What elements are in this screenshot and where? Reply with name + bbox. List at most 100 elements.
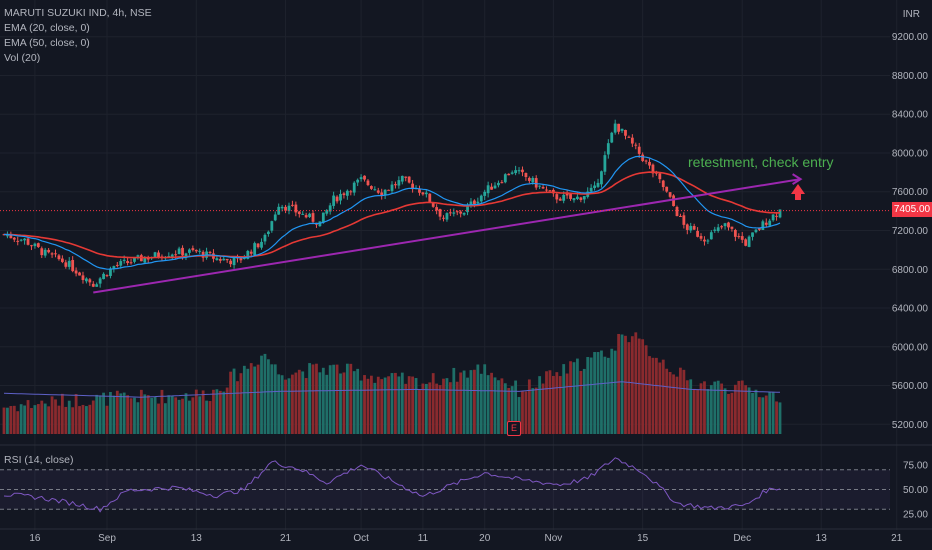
volume-bar	[727, 393, 730, 434]
time-axis[interactable]: 16 Sep 13 21 Oct 11 20 Nov 15 Dec 13 21	[29, 533, 902, 544]
rsi-axis: 75.00 50.00 25.00	[903, 460, 928, 520]
volume-bar	[287, 378, 291, 434]
volume-bar	[685, 380, 689, 434]
volume-bar	[390, 373, 394, 434]
candle	[6, 235, 9, 237]
candle	[287, 205, 291, 211]
candle	[730, 226, 734, 229]
volume-bar	[136, 402, 140, 434]
legend-symbol[interactable]: MARUTI SUZUKI IND, 4h, NSE	[4, 7, 152, 19]
price-axis[interactable]: 9200.00 8800.00 8400.00 8000.00 7600.00 7200.…	[892, 32, 929, 431]
candle	[397, 180, 401, 186]
candle	[452, 212, 456, 214]
candle	[359, 177, 363, 180]
candle	[466, 206, 469, 213]
volume-bar	[133, 397, 136, 434]
price-tick-label: 7200.00	[892, 226, 929, 237]
volume-bar	[54, 399, 57, 434]
volume-bar	[586, 357, 590, 434]
trendline[interactable]	[93, 178, 801, 294]
candle	[2, 234, 6, 236]
candle	[181, 247, 184, 256]
candle	[486, 185, 490, 194]
candle	[476, 201, 480, 204]
legend-ema20[interactable]: EMA (20, close, 0)	[4, 22, 90, 34]
annotation-text[interactable]: retestment, check entry	[688, 154, 834, 170]
price-tick-label: 8400.00	[892, 110, 929, 121]
volume-bar	[177, 399, 181, 434]
candle	[246, 250, 250, 259]
legend-ema50[interactable]: EMA (50, close, 0)	[4, 37, 90, 49]
volume-bar	[222, 391, 226, 434]
candle	[462, 212, 466, 215]
volume-bar	[301, 371, 305, 434]
volume-bar	[119, 393, 123, 434]
volume-bar	[624, 335, 627, 434]
legend-volume[interactable]: Vol (20)	[4, 52, 41, 64]
candle	[582, 196, 586, 200]
rsi-legend[interactable]: RSI (14, close)	[4, 454, 74, 466]
volume-bar	[565, 373, 569, 434]
volume-bar	[311, 364, 315, 434]
candle	[157, 252, 160, 258]
candle	[260, 241, 263, 248]
volume-bar	[184, 393, 188, 434]
candle	[775, 215, 778, 217]
volume-bar	[263, 353, 267, 434]
candle	[71, 260, 75, 272]
time-tick-label: Nov	[544, 533, 562, 544]
price-tick-label: 9200.00	[892, 32, 929, 43]
volume-bar	[699, 383, 703, 434]
candle	[740, 236, 744, 240]
candle	[12, 237, 16, 240]
volume-bar	[81, 404, 85, 434]
earnings-marker[interactable]: E	[507, 421, 521, 436]
candle	[651, 164, 655, 174]
volume-bar	[466, 377, 469, 434]
candle	[558, 198, 562, 201]
candle	[335, 196, 339, 202]
candle	[473, 200, 476, 205]
rsi-line	[3, 457, 781, 513]
candle	[222, 258, 226, 261]
candle	[394, 184, 397, 186]
volume-bar	[442, 378, 445, 434]
candle	[9, 234, 13, 239]
volume-bar	[737, 380, 741, 434]
candle	[167, 256, 171, 258]
candle	[617, 123, 621, 132]
volume-bar	[19, 404, 23, 434]
candle	[50, 253, 54, 255]
volume-bar	[473, 369, 476, 434]
volume-bar	[260, 355, 263, 434]
candle	[510, 172, 514, 174]
volume-bar	[531, 388, 535, 434]
candle	[675, 206, 679, 217]
candle	[565, 193, 569, 196]
time-tick-label: 16	[29, 533, 41, 544]
volume-bar	[428, 382, 432, 434]
candle	[658, 173, 662, 180]
volume-bar	[706, 389, 710, 434]
candle	[411, 183, 415, 190]
volume-bar	[242, 365, 246, 434]
candle	[109, 268, 112, 276]
candle	[256, 243, 260, 248]
volume-bar	[78, 406, 81, 434]
volume-bar	[648, 356, 651, 434]
volume-bar	[510, 386, 514, 434]
volume-bar	[534, 387, 538, 434]
candle	[390, 184, 394, 191]
candle	[40, 248, 44, 256]
candle	[723, 223, 727, 227]
candle	[263, 234, 267, 242]
volume-bar	[188, 400, 191, 434]
price-tick-label: 6000.00	[892, 342, 929, 353]
candle	[308, 213, 311, 217]
candle	[654, 172, 658, 174]
volume-bar	[551, 375, 555, 434]
candle	[74, 270, 78, 274]
candle	[208, 251, 212, 253]
candle	[119, 261, 123, 266]
